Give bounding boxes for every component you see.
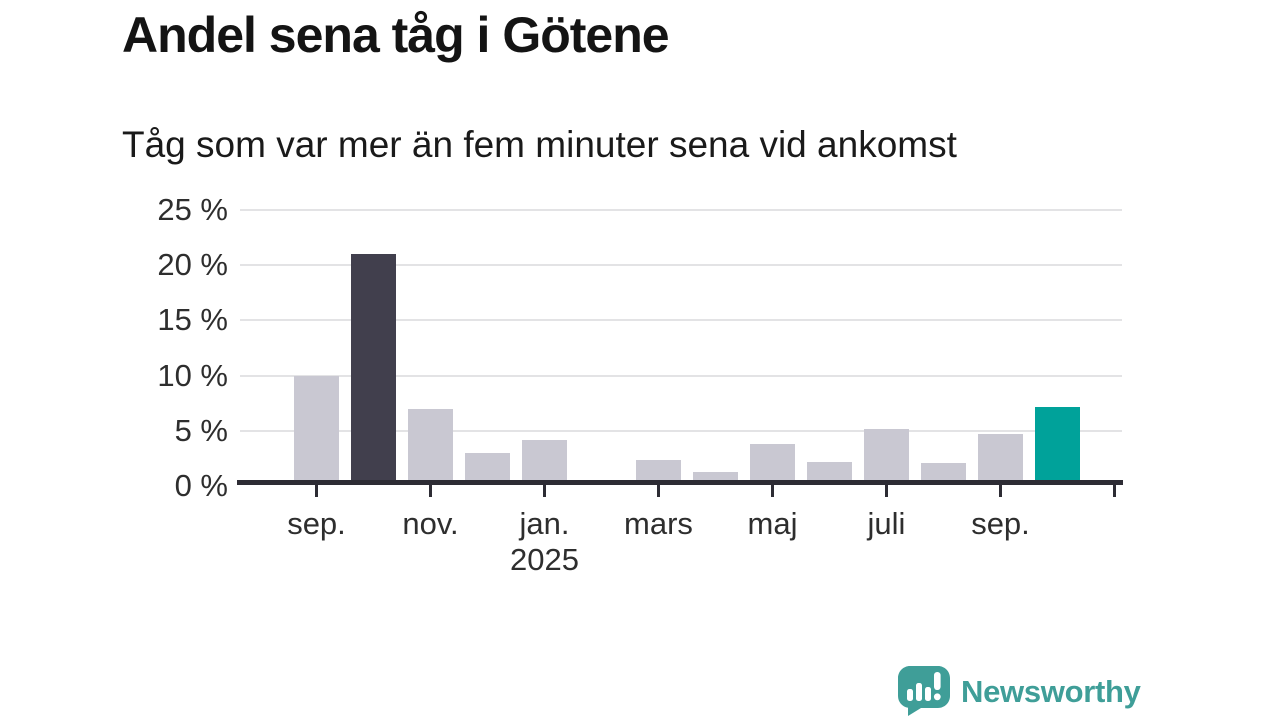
logo-exclamation-dot (933, 693, 941, 701)
x-axis-line (237, 480, 1123, 485)
x-axis-tick (999, 485, 1002, 497)
brand-footer: Newsworthy (898, 665, 1141, 717)
x-axis-tick (315, 485, 318, 497)
gridline-10-percent (240, 374, 1122, 377)
x-axis-tick (657, 485, 660, 497)
x-axis-label: mars (624, 506, 693, 541)
y-axis-label: 15 % (157, 302, 228, 338)
y-axis-label: 20 % (157, 247, 228, 283)
chart-title: Andel sena tåg i Götene (122, 7, 670, 63)
x-axis-tick (1113, 485, 1116, 497)
bar-aug-2025 (921, 462, 966, 484)
bar-maj-2025 (750, 444, 795, 484)
x-axis-tick (429, 485, 432, 497)
bar-mars-2025 (636, 459, 681, 484)
bar-sep-2025 (978, 434, 1023, 484)
gridline-15-percent (240, 319, 1122, 322)
x-axis-label: sep. (287, 506, 346, 541)
x-axis-year-label: 2025 (510, 542, 579, 577)
newsworthy-logo-icon (898, 666, 950, 716)
x-axis-tick (543, 485, 546, 497)
logo-exclamation-stem (934, 672, 941, 690)
gridline-20-percent (240, 264, 1122, 267)
x-axis-label: maj (747, 506, 798, 541)
gridline-25-percent (240, 209, 1122, 211)
x-axis-label: juli (867, 506, 906, 541)
y-axis-label: 10 % (157, 357, 228, 393)
bar-juni-2025 (807, 461, 852, 484)
bar-sep-2024 (294, 375, 339, 484)
x-axis-label: jan. (519, 506, 570, 541)
y-axis-label: 0 % (174, 468, 228, 503)
gridline-5-percent (240, 429, 1122, 432)
x-axis-tick (885, 485, 888, 497)
logo-bar-tall (916, 683, 922, 701)
bar-jan-2025 (522, 439, 567, 484)
bar-okt-2024 (351, 254, 396, 484)
bar-juli-2025 (864, 428, 909, 484)
y-axis-label: 25 % (157, 192, 228, 227)
logo-bar-small (907, 689, 913, 701)
x-axis-label: sep. (971, 506, 1030, 541)
x-axis-label: nov. (402, 506, 459, 541)
brand-name: Newsworthy (961, 674, 1141, 709)
bar-nov-2024 (408, 408, 453, 484)
x-axis-tick (771, 485, 774, 497)
bar-okt-2025 (1035, 406, 1080, 484)
y-axis-label: 5 % (174, 412, 228, 448)
chart-subtitle: Tåg som var mer än fem minuter sena vid … (122, 124, 957, 165)
bar-dec-2024 (465, 452, 510, 484)
logo-bar-medium (925, 687, 931, 701)
